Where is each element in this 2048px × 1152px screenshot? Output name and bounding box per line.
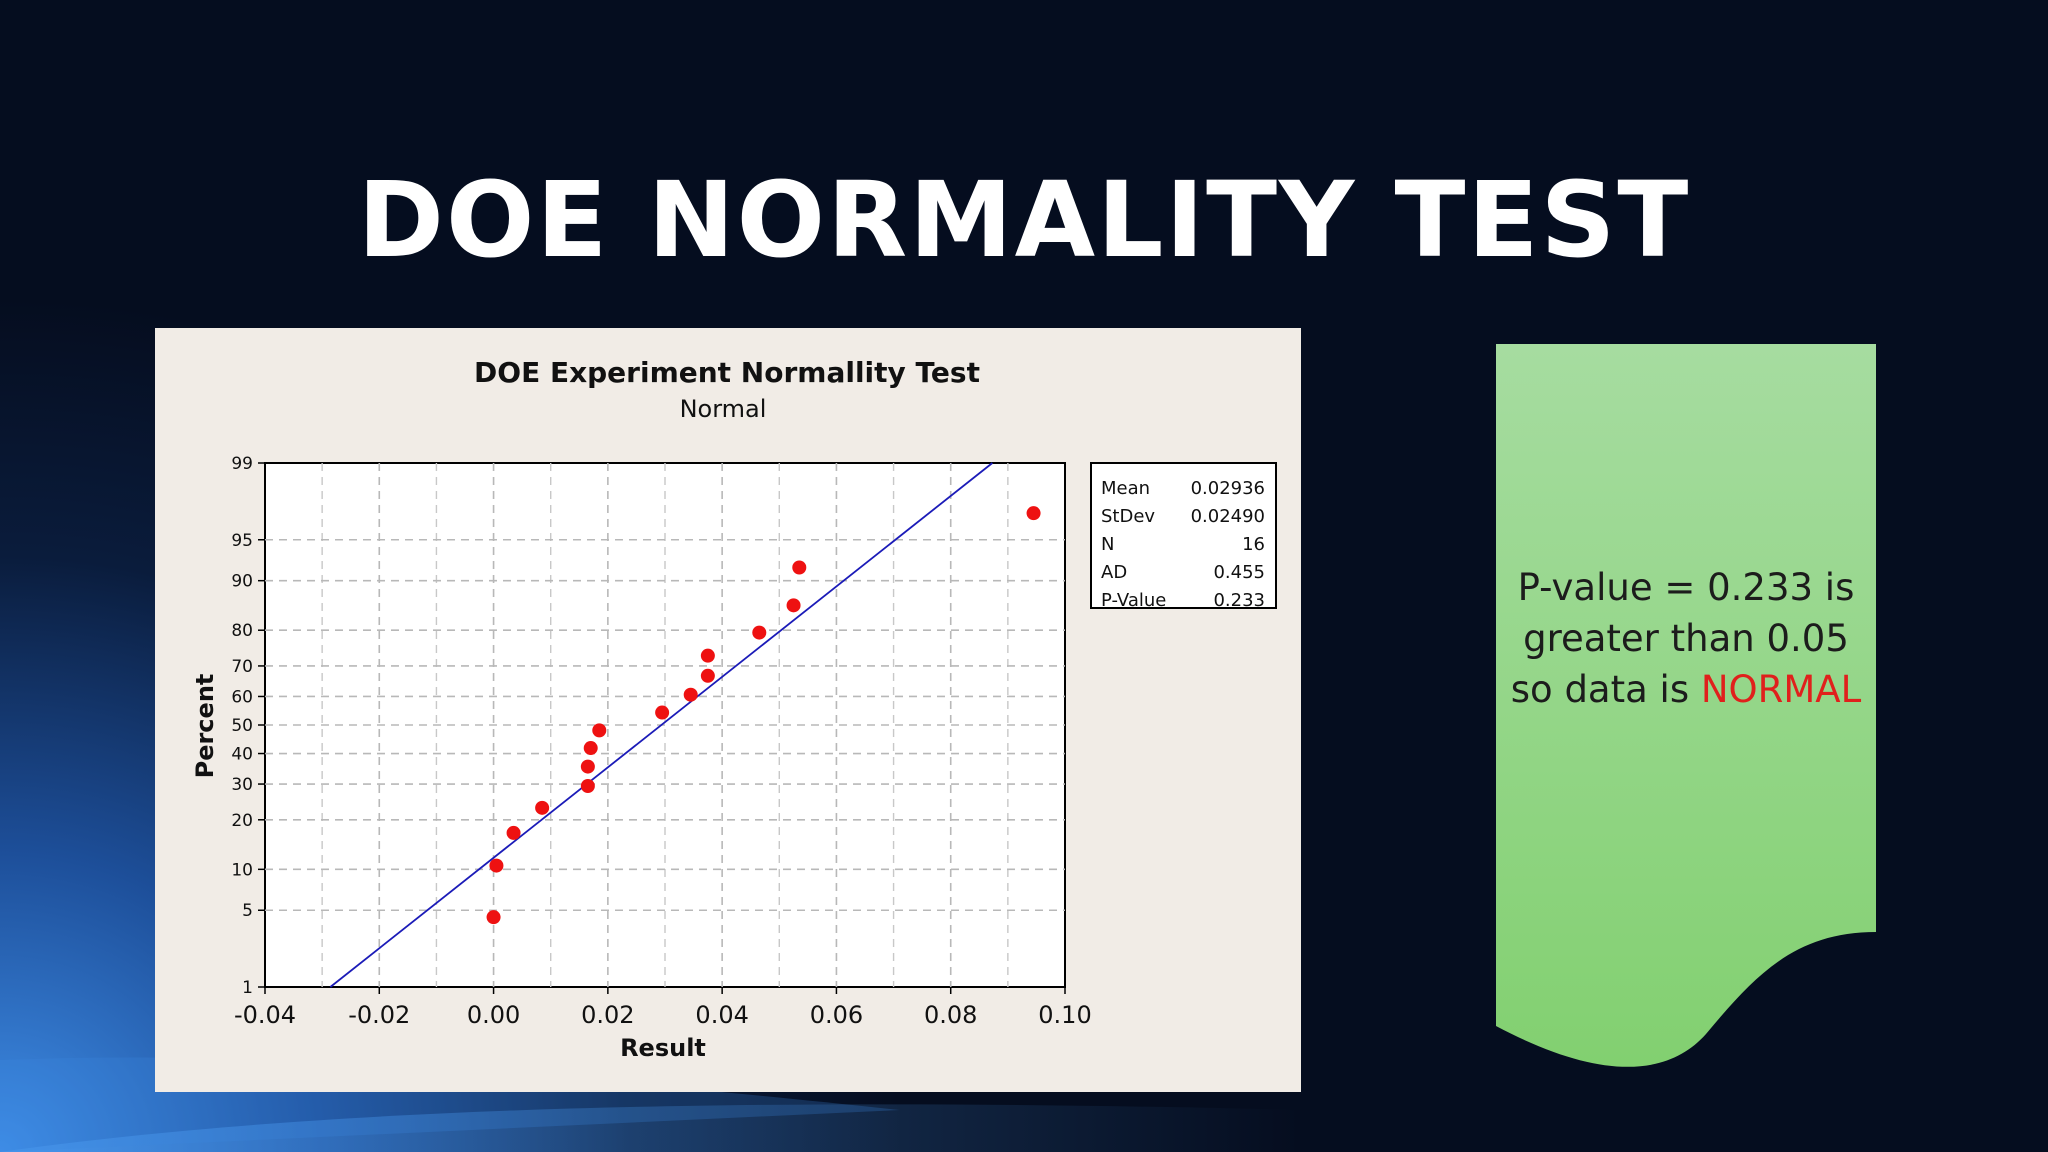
stats-label: P-Value — [1101, 590, 1166, 611]
gridlines — [265, 463, 1065, 987]
data-point — [580, 779, 595, 794]
y-tick-label: 40 — [231, 745, 253, 765]
x-axis-label: Result — [620, 1034, 706, 1062]
stats-value: 0.02490 — [1191, 506, 1265, 527]
y-tick-label: 20 — [231, 811, 253, 831]
normal-highlight: NORMAL — [1700, 668, 1862, 711]
y-tick-label: 50 — [231, 716, 253, 736]
probability-plot-panel: DOE Experiment Normallity Test Normal 1 5… — [155, 328, 1301, 1092]
stats-legend: Mean 0.02936 StDev 0.02490 N 16 AD 0.455 P-Value… — [1090, 462, 1277, 611]
y-axis-ticks: 1 5 10 20 30 40 50 60 70 80 90 95 99 — [231, 454, 265, 998]
data-point — [683, 687, 698, 702]
y-axis-label: Percent — [191, 674, 219, 779]
stats-label: Mean — [1101, 478, 1150, 499]
fit-line — [329, 462, 993, 988]
data-point — [792, 560, 807, 575]
data-point — [655, 705, 670, 720]
stats-label: N — [1101, 534, 1114, 555]
y-tick-label: 1 — [242, 978, 253, 998]
callout-banner — [1496, 344, 1876, 1067]
x-tick-label: 0.04 — [695, 1001, 748, 1029]
y-tick-label: 80 — [231, 621, 253, 641]
probability-plot: DOE Experiment Normallity Test Normal 1 5… — [191, 356, 1277, 1062]
y-tick-label: 95 — [231, 531, 253, 551]
x-tick-label: 0.02 — [581, 1001, 634, 1029]
chart-subtitle: Normal — [680, 395, 767, 423]
y-tick-label: 30 — [231, 775, 253, 795]
x-axis-ticks: -0.04 -0.02 0.00 0.02 0.04 0.06 0.08 0.10 — [234, 987, 1092, 1029]
x-tick-label: 0.08 — [924, 1001, 977, 1029]
data-point — [583, 741, 598, 756]
stats-value: 0.455 — [1213, 562, 1265, 583]
fit-line-group — [329, 462, 993, 988]
y-tick-label: 60 — [231, 687, 253, 707]
callout-line-2: greater than 0.05 — [1523, 617, 1849, 660]
data-point — [700, 668, 715, 683]
data-point — [786, 598, 801, 613]
x-tick-label: 0.10 — [1038, 1001, 1091, 1029]
data-points — [486, 506, 1041, 925]
data-point — [1026, 506, 1041, 521]
stats-value: 0.233 — [1213, 590, 1265, 611]
x-tick-label: 0.06 — [810, 1001, 863, 1029]
stats-value: 16 — [1242, 534, 1265, 555]
data-point — [535, 800, 550, 815]
data-point — [486, 910, 501, 925]
y-tick-label: 99 — [231, 454, 253, 474]
data-point — [506, 825, 521, 840]
chart-title: DOE Experiment Normallity Test — [474, 356, 980, 389]
y-tick-label: 90 — [231, 572, 253, 592]
callout-line-3: so data is NORMAL — [1496, 664, 1876, 715]
y-tick-label: 70 — [231, 657, 253, 677]
y-tick-label: 10 — [231, 860, 253, 880]
data-point — [592, 723, 607, 738]
callout-line-3-prefix: so data is — [1510, 668, 1701, 711]
stats-label: AD — [1101, 562, 1127, 583]
slide-title: DOE NORMALITY TEST — [357, 159, 1691, 281]
stats-value: 0.02936 — [1191, 478, 1265, 499]
x-tick-label: -0.02 — [348, 1001, 410, 1029]
data-point — [489, 858, 504, 873]
data-point — [580, 759, 595, 774]
x-tick-label: -0.04 — [234, 1001, 296, 1029]
callout-text: P-value = 0.233 is greater than 0.05 so … — [1496, 562, 1876, 715]
y-tick-label: 5 — [242, 901, 253, 921]
x-tick-label: 0.00 — [467, 1001, 520, 1029]
data-point — [700, 648, 715, 663]
data-point — [752, 625, 767, 640]
stats-label: StDev — [1101, 506, 1155, 527]
callout-line-1: P-value = 0.233 is — [1517, 566, 1855, 609]
